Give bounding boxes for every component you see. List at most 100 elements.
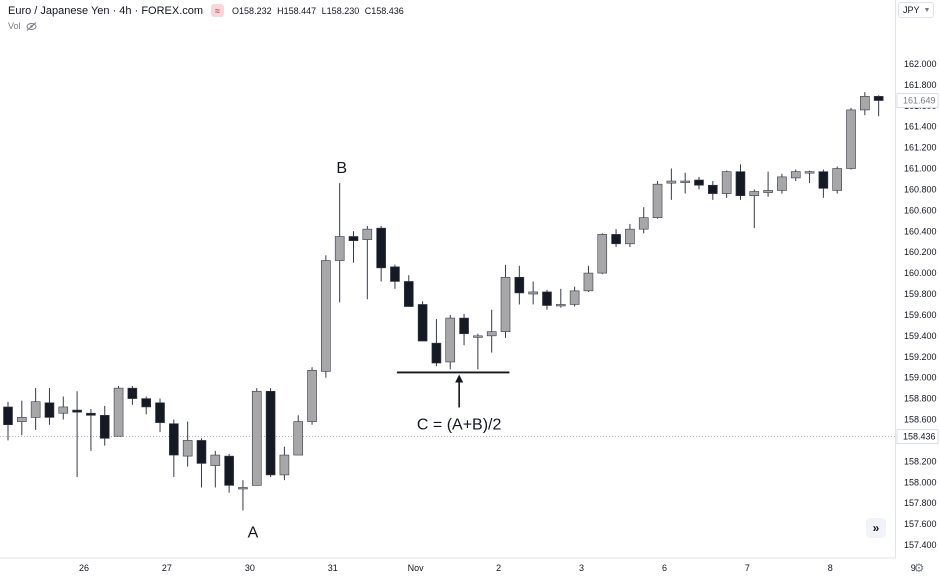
time-tick-label: 31 bbox=[328, 563, 338, 573]
ohlc-values: O158.232 H158.447 L158.230 C158.436 bbox=[232, 6, 407, 16]
ohlc-high: H158.447 bbox=[277, 5, 317, 16]
time-tick-label: 9 bbox=[911, 563, 916, 573]
candle-up bbox=[666, 180, 677, 184]
price-axis-separator bbox=[895, 0, 896, 558]
candle-down bbox=[99, 415, 110, 439]
candle-up bbox=[652, 183, 663, 218]
price-tick-label: 162.000 bbox=[904, 59, 937, 69]
gear-icon[interactable]: ⚙ bbox=[913, 561, 925, 575]
annotation-a-label: A bbox=[248, 524, 259, 541]
price-tick-label: 160.400 bbox=[904, 226, 937, 236]
price-tick-label: 160.600 bbox=[904, 205, 937, 215]
midpoint-arrow-head bbox=[455, 374, 464, 383]
ohlc-close: C158.436 bbox=[364, 5, 404, 16]
candle-down bbox=[127, 387, 138, 399]
price-tick-label: 159.800 bbox=[904, 289, 937, 299]
volume-legend[interactable]: Vol bbox=[8, 21, 37, 31]
ohlc-open: O158.232 bbox=[232, 5, 272, 16]
price-tick-label: 157.800 bbox=[904, 498, 937, 508]
price-tick-label: 161.000 bbox=[904, 164, 937, 174]
price-tick-label: 161.200 bbox=[904, 143, 937, 153]
currency-label: JPY bbox=[903, 5, 920, 15]
candle-up bbox=[238, 487, 248, 490]
broker-logo-icon: ≈ bbox=[211, 4, 225, 17]
candle-down bbox=[542, 291, 552, 306]
scroll-to-realtime-button[interactable]: » bbox=[866, 518, 886, 538]
candle-up bbox=[30, 401, 41, 418]
candle-up bbox=[210, 454, 221, 466]
candle-up bbox=[321, 260, 331, 372]
chart-legend: Euro / Japanese Yen · 4h · FOREX.com ≈ O… bbox=[8, 4, 407, 17]
time-tick-label: 8 bbox=[828, 563, 833, 573]
time-tick-label: 2 bbox=[496, 563, 501, 573]
candle-down bbox=[169, 423, 179, 456]
time-tick-label: 27 bbox=[162, 563, 172, 573]
currency-selector[interactable]: JPY ▼ bbox=[898, 2, 934, 18]
price-tick-label: 158.200 bbox=[904, 456, 937, 466]
candle-up bbox=[638, 217, 649, 230]
candle-up bbox=[860, 96, 870, 111]
candle-up bbox=[334, 236, 345, 261]
symbol-title[interactable]: Euro / Japanese Yen · 4h · FOREX.com bbox=[8, 4, 204, 17]
last-price-label: 158.436 bbox=[903, 432, 936, 442]
candle-up bbox=[680, 180, 690, 183]
time-tick-label: 6 bbox=[662, 563, 667, 573]
candle-down bbox=[708, 184, 718, 194]
candle-down bbox=[72, 409, 82, 413]
candle-down bbox=[390, 266, 400, 282]
candle-up bbox=[832, 168, 843, 191]
eye-hidden-icon[interactable] bbox=[26, 21, 37, 31]
candle-down bbox=[224, 455, 234, 486]
candle-up bbox=[763, 190, 773, 193]
price-tick-label: 158.000 bbox=[904, 477, 937, 487]
candle-down bbox=[431, 342, 442, 364]
last-price-badge bbox=[896, 429, 939, 445]
candle-up bbox=[500, 276, 511, 332]
candle-up bbox=[777, 176, 787, 191]
time-tick-label: 3 bbox=[579, 563, 584, 573]
candle-down bbox=[348, 236, 359, 241]
ohlc-low: L158.230 bbox=[321, 5, 360, 16]
candle-up bbox=[583, 272, 594, 292]
candle-up bbox=[362, 228, 373, 240]
candle-down bbox=[873, 96, 884, 101]
candle-down bbox=[818, 171, 829, 189]
candle-up bbox=[445, 317, 456, 363]
price-tick-label: 159.600 bbox=[904, 310, 937, 320]
price-tick-label: 161.800 bbox=[904, 80, 937, 90]
time-tick-label: 7 bbox=[745, 563, 750, 573]
price-tick-label: 160.200 bbox=[904, 247, 937, 257]
price-tick-label: 158.600 bbox=[904, 415, 937, 425]
candle-down bbox=[694, 179, 704, 186]
candle-down bbox=[196, 440, 207, 464]
candle-down bbox=[141, 398, 151, 408]
candle-up bbox=[790, 171, 801, 179]
candle-down bbox=[611, 234, 621, 245]
candle-down bbox=[403, 281, 414, 307]
candle-down bbox=[376, 227, 386, 269]
candle-down bbox=[44, 402, 55, 418]
price-tick-label: 159.200 bbox=[904, 352, 937, 362]
price-tick-label: 160.000 bbox=[904, 268, 937, 278]
candle-up bbox=[555, 304, 566, 307]
price-tick-label: 157.600 bbox=[904, 519, 937, 529]
time-tick-label: Nov bbox=[408, 563, 425, 573]
volume-label: Vol bbox=[8, 21, 21, 31]
candle-up bbox=[307, 370, 317, 422]
candle-up bbox=[293, 421, 304, 456]
candle-up bbox=[473, 335, 483, 338]
candle-up bbox=[721, 171, 732, 194]
candle-down bbox=[86, 412, 96, 416]
candle-up bbox=[846, 109, 856, 169]
candle-up bbox=[625, 228, 635, 245]
candle-down bbox=[514, 276, 525, 294]
candle-up bbox=[251, 390, 262, 486]
candle-down bbox=[3, 406, 13, 426]
price-tick-label: 159.400 bbox=[904, 331, 937, 341]
time-tick-label: 30 bbox=[245, 563, 255, 573]
current-price-label: 161.649 bbox=[903, 96, 936, 106]
candle-up bbox=[528, 291, 538, 295]
candle-down bbox=[265, 390, 276, 476]
candle-down bbox=[459, 317, 469, 335]
